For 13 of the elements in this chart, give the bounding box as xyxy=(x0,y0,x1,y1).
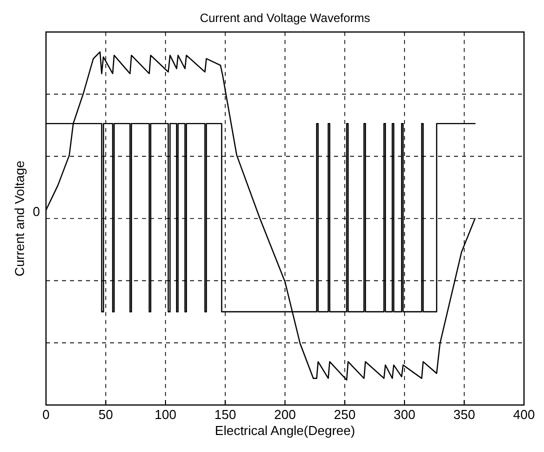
x-tick-label: 100 xyxy=(154,407,176,422)
x-tick-label: 150 xyxy=(214,407,236,422)
x-axis-title: Electrical Angle(Degree) xyxy=(214,423,356,438)
x-tick-label: 300 xyxy=(394,407,416,422)
x-tick-label: 200 xyxy=(274,407,296,422)
y-axis-title: Current and Voltage xyxy=(12,160,27,276)
x-tick-label: 350 xyxy=(453,407,476,422)
x-tick-label: 50 xyxy=(98,407,113,422)
x-tick-label: 0 xyxy=(42,407,50,422)
chart-title: Current and Voltage Waveforms xyxy=(200,11,370,25)
x-tick-label: 400 xyxy=(513,407,535,422)
text: 0 xyxy=(32,204,40,219)
x-tick-label: 250 xyxy=(334,407,356,422)
